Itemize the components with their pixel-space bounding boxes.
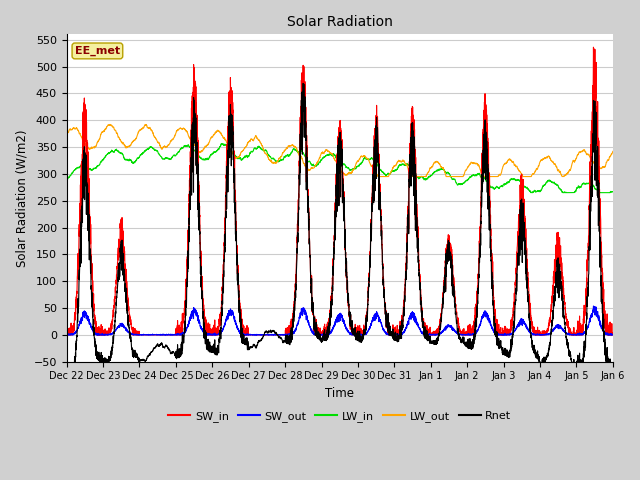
SW_in xyxy=(609,332,616,338)
LW_out xyxy=(432,159,440,165)
LW_in xyxy=(527,190,534,195)
Rnet xyxy=(463,343,470,349)
SW_in xyxy=(63,332,70,338)
SW_out xyxy=(609,332,617,338)
LW_in xyxy=(493,184,501,190)
Rnet xyxy=(432,337,440,343)
LW_out xyxy=(319,150,327,156)
SW_out xyxy=(493,332,501,337)
LW_out xyxy=(63,131,70,137)
LW_in xyxy=(432,168,440,174)
LW_in xyxy=(609,189,616,194)
SW_in xyxy=(589,44,597,50)
LW_out xyxy=(609,148,617,154)
SW_out xyxy=(63,332,71,338)
Line: SW_out: SW_out xyxy=(67,306,613,335)
SW_in xyxy=(319,332,327,338)
SW_in xyxy=(462,328,470,334)
LW_out xyxy=(374,174,382,180)
LW_in xyxy=(218,141,226,146)
SW_in xyxy=(493,329,501,335)
SW_out xyxy=(589,303,597,309)
SW_out xyxy=(432,332,440,337)
Rnet xyxy=(493,329,501,335)
Text: EE_met: EE_met xyxy=(75,46,120,56)
SW_in xyxy=(63,331,70,336)
LW_out xyxy=(161,144,169,150)
SW_out xyxy=(462,332,470,337)
LW_out xyxy=(609,150,616,156)
Line: Rnet: Rnet xyxy=(67,84,613,383)
LW_out xyxy=(463,167,470,173)
Rnet xyxy=(161,344,169,350)
Rnet xyxy=(63,378,70,384)
Rnet xyxy=(609,372,617,378)
Rnet xyxy=(65,380,73,385)
Title: Solar Radiation: Solar Radiation xyxy=(287,15,393,29)
LW_out xyxy=(106,121,114,127)
SW_out xyxy=(319,332,327,337)
LW_in xyxy=(609,189,617,194)
Y-axis label: Solar Radiation (W/m2): Solar Radiation (W/m2) xyxy=(15,129,28,267)
LW_out xyxy=(493,174,501,180)
SW_out xyxy=(161,332,169,338)
LW_in xyxy=(161,156,168,162)
Line: LW_in: LW_in xyxy=(67,144,613,192)
Legend: SW_in, SW_out, LW_in, LW_out, Rnet: SW_in, SW_out, LW_in, LW_out, Rnet xyxy=(164,407,516,426)
SW_in xyxy=(161,332,169,338)
SW_out xyxy=(609,332,616,338)
LW_in xyxy=(319,155,327,161)
Rnet xyxy=(319,337,327,343)
Line: LW_out: LW_out xyxy=(67,124,613,177)
Rnet xyxy=(300,81,307,86)
SW_in xyxy=(432,331,440,336)
SW_in xyxy=(609,332,617,338)
X-axis label: Time: Time xyxy=(325,387,354,400)
LW_in xyxy=(462,178,470,183)
Rnet xyxy=(609,371,616,376)
LW_in xyxy=(63,178,70,184)
Line: SW_in: SW_in xyxy=(67,47,613,335)
SW_out xyxy=(63,332,70,337)
